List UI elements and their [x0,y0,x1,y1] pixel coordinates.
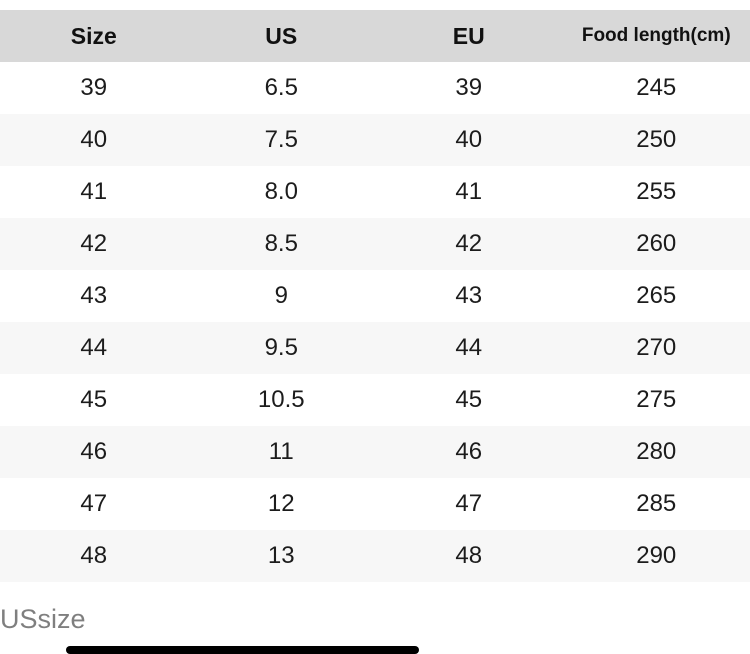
cell-foot-length: 275 [636,386,677,413]
table-row: 40 7.5 40 250 [0,114,750,166]
cell-size: 45 [80,386,108,413]
cell-size: 40 [80,126,108,153]
cell-eu: 43 [455,282,483,309]
cell-eu: 47 [455,490,483,517]
cell-foot-length: 290 [636,542,677,569]
cell-foot-length: 250 [636,126,677,153]
cell-foot-length: 260 [636,230,677,257]
table-row: 47 12 47 285 [0,478,750,530]
cell-eu: 41 [455,178,483,205]
cell-us: 11 [268,438,294,465]
table-row: 46 11 46 280 [0,426,750,478]
cell-foot-length: 255 [636,178,677,205]
cell-size: 48 [80,542,108,569]
size-chart-section: Size US EU Food length(cm) 39 6.5 39 245… [0,10,750,582]
table-row: 45 10.5 45 275 [0,374,750,426]
size-chart-table: Size US EU Food length(cm) 39 6.5 39 245… [0,10,750,582]
column-header-foot-length: Food length(cm) [562,10,750,62]
header-row: Size US EU Food length(cm) [0,10,750,62]
cell-foot-length: 245 [636,74,677,101]
cell-foot-length: 280 [636,438,677,465]
column-header-us: US [187,10,375,62]
cell-us: 10.5 [257,386,305,413]
ussize-label: USsize [0,604,86,634]
cell-size: 47 [80,490,108,517]
cell-eu: 45 [455,386,483,413]
cell-foot-length: 285 [636,490,677,517]
cell-us: 13 [267,542,295,569]
horizontal-scrollbar-thumb[interactable] [66,646,419,654]
cell-us: 8.0 [264,178,298,205]
cell-us: 12 [267,490,295,517]
cell-size: 43 [80,282,108,309]
cell-size: 41 [80,178,108,205]
table-row: 43 9 43 265 [0,270,750,322]
table-row: 39 6.5 39 245 [0,62,750,114]
column-header-size: Size [0,10,188,62]
cell-us: 7.5 [264,126,298,153]
cell-eu: 46 [455,438,483,465]
cell-eu: 39 [455,74,483,101]
cell-size: 39 [80,74,108,101]
cell-foot-length: 265 [636,282,677,309]
cell-us: 9 [274,282,288,309]
cell-eu: 48 [455,542,483,569]
cell-us: 9.5 [264,334,298,361]
cell-foot-length: 270 [636,334,677,361]
table-row: 48 13 48 290 [0,530,750,582]
cell-size: 46 [80,438,108,465]
table-row: 42 8.5 42 260 [0,218,750,270]
cell-us: 6.5 [264,74,298,101]
cell-size: 42 [80,230,108,257]
cell-size: 44 [80,334,108,361]
table-row: 44 9.5 44 270 [0,322,750,374]
size-chart-body: 39 6.5 39 245 40 7.5 40 250 41 8.0 41 25… [0,62,750,582]
size-chart-header: Size US EU Food length(cm) [0,10,750,62]
cell-us: 8.5 [264,230,298,257]
cell-eu: 40 [455,126,483,153]
column-header-eu: EU [375,10,563,62]
cell-eu: 44 [455,334,483,361]
cell-eu: 42 [455,230,483,257]
table-row: 41 8.0 41 255 [0,166,750,218]
